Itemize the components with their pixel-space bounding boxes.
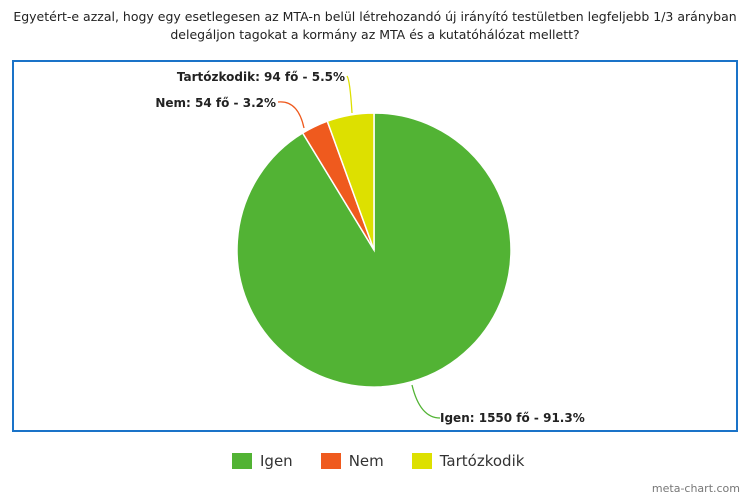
leader-line bbox=[346, 75, 353, 114]
pie-slice-tartózkodik[interactable] bbox=[326, 112, 375, 251]
credit: meta-chart.com bbox=[651, 482, 740, 495]
legend-item-nem[interactable]: Nem bbox=[320, 452, 384, 470]
chart-frame bbox=[12, 60, 738, 432]
legend-item-igen[interactable]: Igen bbox=[232, 452, 293, 470]
title-line-2: delegáljon tagokat a kormány az MTA és a… bbox=[170, 27, 580, 42]
leader-line bbox=[411, 384, 441, 419]
data-label-nem: Nem: 54 fő - 3.2% bbox=[155, 96, 276, 110]
chart-title: Egyetért-e azzal, hogy egy esetlegesen a… bbox=[0, 8, 750, 44]
legend-label: Tartózkodik bbox=[439, 452, 525, 470]
legend-label: Igen bbox=[260, 452, 293, 470]
legend-swatch bbox=[232, 453, 252, 469]
legend-item-tartozkodik[interactable]: Tartózkodik bbox=[411, 452, 525, 470]
legend-swatch bbox=[411, 453, 432, 469]
data-label-tartózkodik: Tartózkodik: 94 fő - 5.5% bbox=[177, 70, 345, 84]
data-label-igen: Igen: 1550 fő - 91.3% bbox=[440, 411, 585, 425]
legend-swatch bbox=[320, 453, 341, 469]
leader-line bbox=[277, 101, 305, 129]
legend-label: Nem bbox=[348, 452, 384, 470]
legend: Igen Nem Tartózkodik bbox=[232, 452, 524, 470]
title-line-1: Egyetért-e azzal, hogy egy esetlegesen a… bbox=[13, 9, 737, 24]
